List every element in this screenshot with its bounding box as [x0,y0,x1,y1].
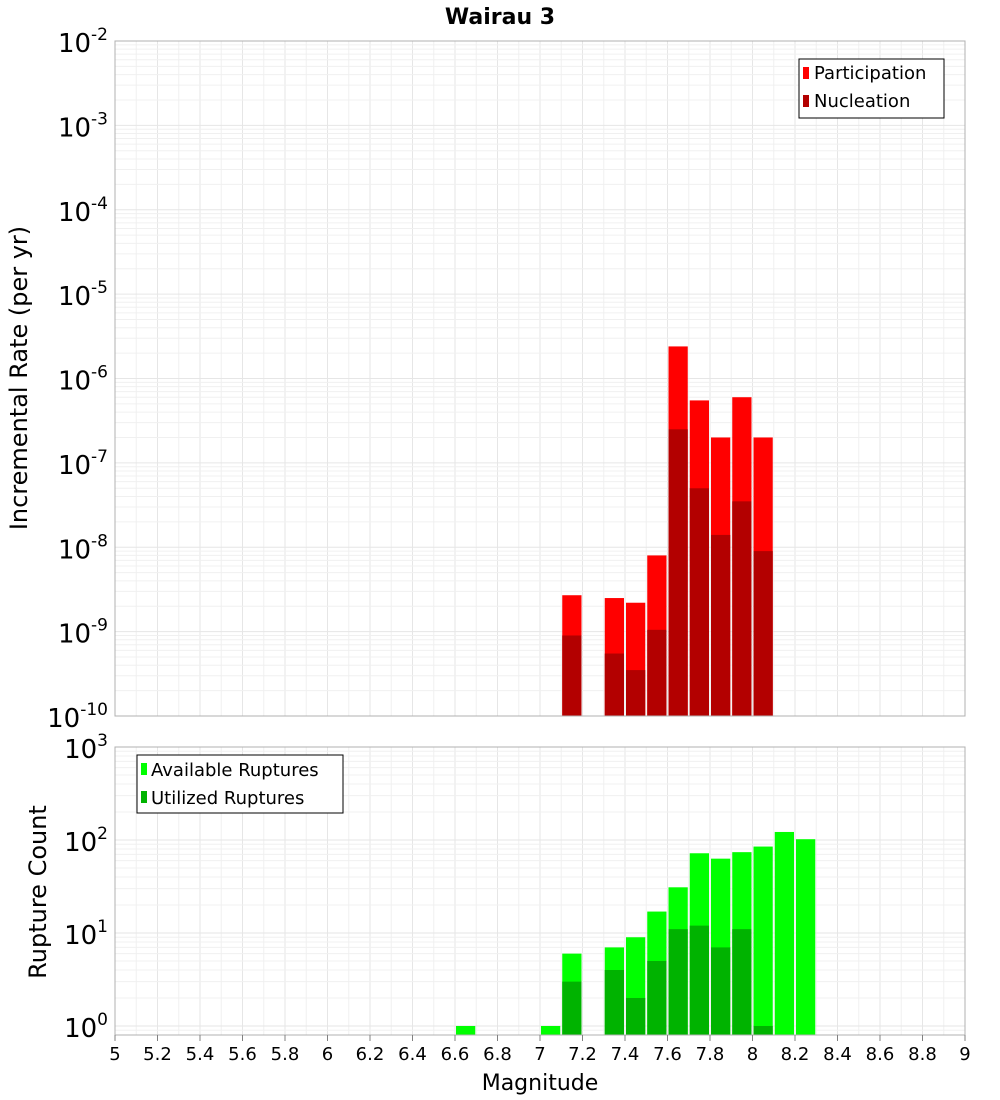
rate-ytick-label: 10-6 [58,363,108,397]
x-tick-label: 9 [959,1044,970,1065]
count-ytick-label: 100 [64,1010,108,1044]
count-bar-available-ruptures [796,839,816,1035]
x-tick-label: 5.2 [143,1044,172,1065]
rate-bar-nucleation [732,501,752,716]
count-panel: 100 101 102 103 5 5.2 5.4 5.6 5.8 6 6.2 6.4 6.6 6.8 7… [24,731,971,1096]
count-bar-utilized-ruptures [626,997,646,1035]
legend-nucleation-label: Nucleation [814,91,910,112]
x-tick-label: 7.8 [696,1044,725,1065]
rate-bar-nucleation [668,429,688,716]
rate-y-axis-label: Incremental Rate (per yr) [5,226,33,530]
count-bar-utilized-ruptures [604,969,624,1035]
chart-title: Wairau 3 [445,5,555,30]
legend-utilized-swatch [141,791,147,803]
x-tick-label: 6.4 [398,1044,427,1065]
x-tick-label: 6 [322,1044,333,1065]
x-tick-label: 7 [534,1044,545,1065]
rate-ytick-label: 10-5 [58,278,108,312]
count-bar-utilized-ruptures [689,925,709,1035]
legend-utilized-label: Utilized Ruptures [151,788,304,809]
x-tick-label: 5.6 [228,1044,257,1065]
count-y-axis-label: Rupture Count [24,805,52,979]
x-tick-label: 8.4 [823,1044,852,1065]
count-ytick-label: 102 [64,824,108,858]
x-tick-label: 7.2 [568,1044,597,1065]
count-bar-available-ruptures [774,831,794,1035]
x-tick-label: 5.4 [186,1044,215,1065]
rate-panel: 10-10 10-9 10-8 10-7 10-6 10-5 10-4 10-3 10-2 In… [5,25,966,734]
count-bar-available-ruptures [456,1025,476,1035]
x-tick-label: 5 [109,1044,120,1065]
x-tick-label: 6.2 [356,1044,385,1065]
rate-bar-nucleation [626,670,646,716]
x-axis-label: Magnitude [482,1071,599,1096]
rate-ytick-label: 10-9 [58,616,108,650]
count-bar-utilized-ruptures [711,947,731,1035]
rate-bar-nucleation [562,635,582,716]
count-ytick-label: 103 [64,731,108,765]
rate-ytick-label: 10-3 [58,109,108,143]
x-tick-label: 8 [747,1044,758,1065]
rate-bar-nucleation [647,629,667,716]
rate-bar-nucleation [711,534,731,716]
count-bar-utilized-ruptures [753,1025,773,1035]
count-bar-utilized-ruptures [647,960,667,1035]
rate-ytick-label: 10-7 [58,447,108,481]
legend-participation-label: Participation [814,63,926,84]
x-tick-label: 8.8 [908,1044,937,1065]
x-tick-label: 5.8 [271,1044,300,1065]
rate-legend: Participation Nucleation [798,58,945,119]
legend-available-swatch [141,763,147,775]
x-tick-label: 8.2 [781,1044,810,1065]
legend-available-label: Available Ruptures [151,760,319,781]
count-bar-utilized-ruptures [668,929,688,1035]
rate-bar-nucleation [689,488,709,716]
count-bar-utilized-ruptures [732,929,752,1035]
x-tick-label: 6.8 [483,1044,512,1065]
x-tick-label: 7.4 [611,1044,640,1065]
rate-plot-frame [114,40,966,717]
rate-ytick-label: 10-4 [58,194,108,228]
legend-nucleation-swatch [803,95,809,107]
count-bar-available-ruptures [541,1025,561,1035]
rate-ytick-label: 10-10 [47,700,108,734]
rate-bar-nucleation [604,653,624,716]
rate-bar-nucleation [753,551,773,716]
x-tick-label: 6.6 [441,1044,470,1065]
count-bar-available-ruptures [753,846,773,1035]
rate-ytick-label: 10-2 [58,25,108,59]
count-legend: Available Ruptures Utilized Ruptures [136,754,344,814]
count-bar-utilized-ruptures [562,981,582,1035]
rate-ytick-label: 10-8 [58,531,108,565]
x-tick-label: 7.6 [653,1044,682,1065]
count-ytick-label: 101 [64,917,108,951]
x-tick-label: 8.6 [866,1044,895,1065]
legend-participation-swatch [803,67,809,79]
